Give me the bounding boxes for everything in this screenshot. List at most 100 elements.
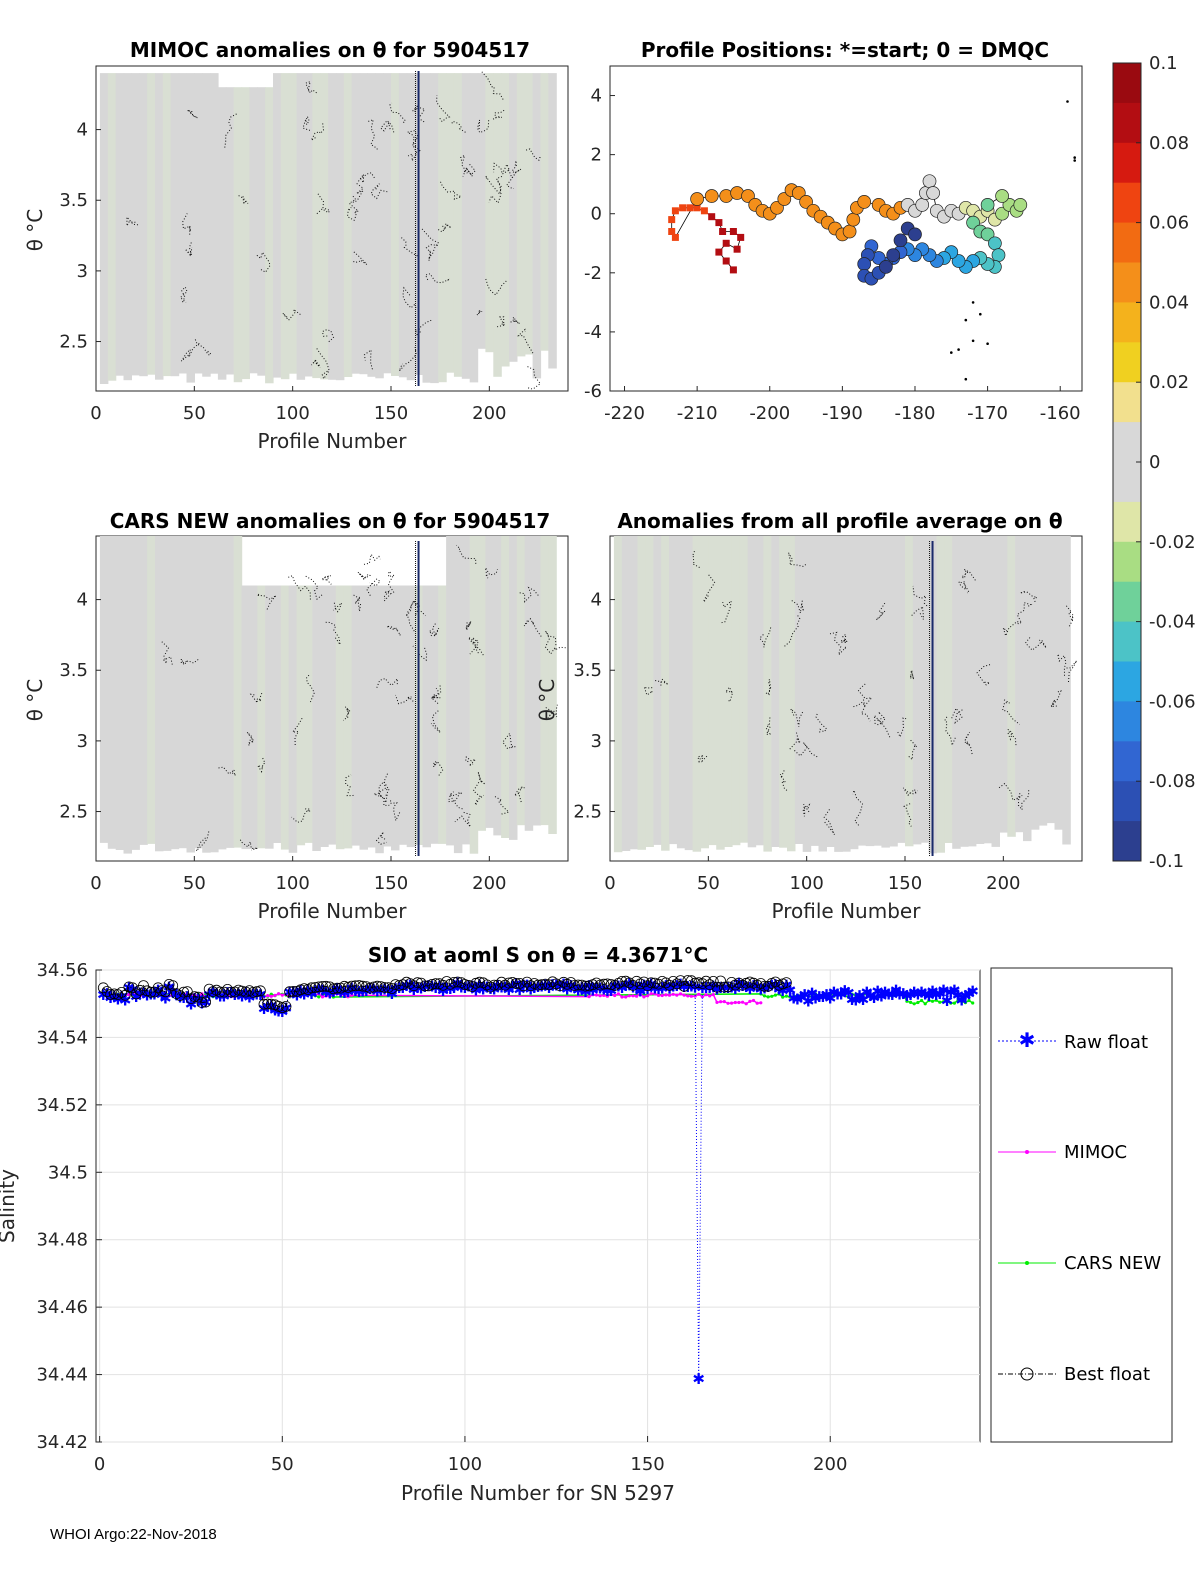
salinity-xtick-label: 150 <box>630 1454 664 1475</box>
colorbar-band <box>1113 501 1141 543</box>
mimoc-point <box>613 993 617 998</box>
mimoc-field-column <box>359 73 368 375</box>
positions-profile-marker <box>995 206 1009 221</box>
best-float-point <box>689 977 701 989</box>
avg-field-column <box>1023 536 1032 842</box>
positions-start-marker <box>715 248 723 256</box>
cars-new-point <box>799 993 803 997</box>
avg-contour-line <box>912 585 928 607</box>
mimoc-point <box>280 993 284 997</box>
avg-field-column <box>889 536 898 847</box>
best-float-point <box>200 996 212 1008</box>
avg-field-column <box>708 536 717 846</box>
cars-field-column <box>383 585 392 847</box>
raw-float-point: ✱ <box>937 982 950 1000</box>
best-float-point <box>678 980 690 992</box>
raw-float-point: ✱ <box>963 985 976 1003</box>
avg-contours <box>643 541 1078 856</box>
raw-float-point: ✱ <box>758 980 771 998</box>
raw-float-point: ✱ <box>901 987 914 1005</box>
legend-cars-label: CARS NEW <box>1064 1253 1161 1274</box>
cars-field-column <box>320 585 329 847</box>
positions-x-ticks: -220 -210 -200 -190 -180 -170 -160 <box>604 386 1081 424</box>
mimoc-field-column <box>438 73 447 383</box>
best-float-point <box>631 975 642 987</box>
mimoc-field-column <box>524 73 534 355</box>
best-float-point <box>770 976 781 988</box>
colorbar-tick-label: 0.04 <box>1149 292 1189 313</box>
best-float-point <box>598 978 610 990</box>
mimoc-contour-line <box>182 213 191 235</box>
raw-float-point: ✱ <box>813 988 826 1006</box>
cars-field-column <box>453 536 463 854</box>
cars-title: CARS NEW anomalies on θ for 5904517 <box>110 509 551 533</box>
avg-xtick-label: 50 <box>697 873 720 894</box>
raw-float-point: ✱ <box>923 987 936 1005</box>
salinity-title: SIO at aoml S on θ = 4.3671°C <box>368 943 708 967</box>
mimoc-field-column <box>288 73 298 374</box>
positions-start-marker <box>668 228 676 235</box>
raw-float-point: ✱ <box>875 987 888 1005</box>
cars-contour-line <box>320 575 332 585</box>
raw-float-point: ✱ <box>912 986 925 1004</box>
avg-contour-line <box>765 717 771 735</box>
raw-float-point: ✱ <box>740 978 753 996</box>
cars-new-point <box>850 992 854 996</box>
salinity-y-ticks: 34.56 34.54 34.52 34.5 34.48 34.46 34.44 34.42 <box>36 960 102 1453</box>
best-float-point <box>309 982 321 993</box>
avg-field-column <box>999 536 1008 833</box>
salinity-xtick-label: 0 <box>94 1454 105 1475</box>
avg-field-column <box>920 536 930 843</box>
best-float-point <box>554 980 566 992</box>
raw-float-point: ✱ <box>744 980 757 998</box>
mimoc-point <box>693 994 697 998</box>
cars-new-point <box>324 991 328 996</box>
best-float-point <box>408 980 420 992</box>
best-float-point <box>715 975 726 987</box>
mimoc-xtick-label: 150 <box>374 403 408 424</box>
mimoc-contour-line <box>424 273 450 284</box>
raw-float-point: ✱ <box>886 986 899 1004</box>
colorbar-band <box>1113 661 1141 702</box>
positions-start-marker <box>719 228 727 235</box>
mimoc-y-ticks: 4 3.5 3 2.5 <box>59 120 101 353</box>
colorbar-scale <box>1113 63 1141 862</box>
mimoc-point <box>697 992 701 996</box>
cars-field-column <box>202 536 211 853</box>
colorbar-band <box>1113 142 1141 184</box>
raw-float-point: ✱ <box>824 989 837 1007</box>
cars-new-point <box>839 992 843 996</box>
avg-contour-line <box>1064 660 1078 683</box>
colorbar-tick-label: 0.02 <box>1149 372 1189 393</box>
best-float-point <box>258 998 270 1010</box>
cars-contour-line <box>216 766 237 776</box>
cars-new-point <box>912 1002 916 1006</box>
cars-xtick-label: 100 <box>275 873 309 894</box>
best-float-point <box>704 979 716 990</box>
mimoc-contour-line <box>316 348 330 380</box>
raw-float-point: ✱ <box>543 979 556 997</box>
cars-field-column <box>469 536 479 854</box>
colorbar-tick-label: 0.08 <box>1149 133 1189 154</box>
best-float-point <box>525 980 537 992</box>
mimoc-point <box>759 1001 763 1005</box>
positions-profile-marker <box>908 227 922 242</box>
best-float-point <box>426 979 438 990</box>
cars-new-point <box>331 995 335 999</box>
mimoc-contour-line <box>406 130 419 145</box>
avg-contour-line <box>896 717 907 739</box>
avg-ytick-label: 2.5 <box>573 802 602 823</box>
mimoc-point <box>751 998 756 1003</box>
positions-start-marker <box>708 213 716 221</box>
raw-float-point: ✱ <box>806 985 819 1003</box>
raw-float-point: ✱ <box>966 983 979 1001</box>
cars-contour-line <box>249 693 263 705</box>
positions-xtick-label: -210 <box>677 403 718 424</box>
cars-field-column <box>225 536 235 848</box>
best-float-point <box>251 986 263 998</box>
cars-new-point <box>883 992 887 996</box>
mimoc-point <box>686 994 690 998</box>
cars-field-column <box>398 585 408 845</box>
cars-contour-line <box>353 594 362 612</box>
avg-contour-line <box>902 787 919 796</box>
